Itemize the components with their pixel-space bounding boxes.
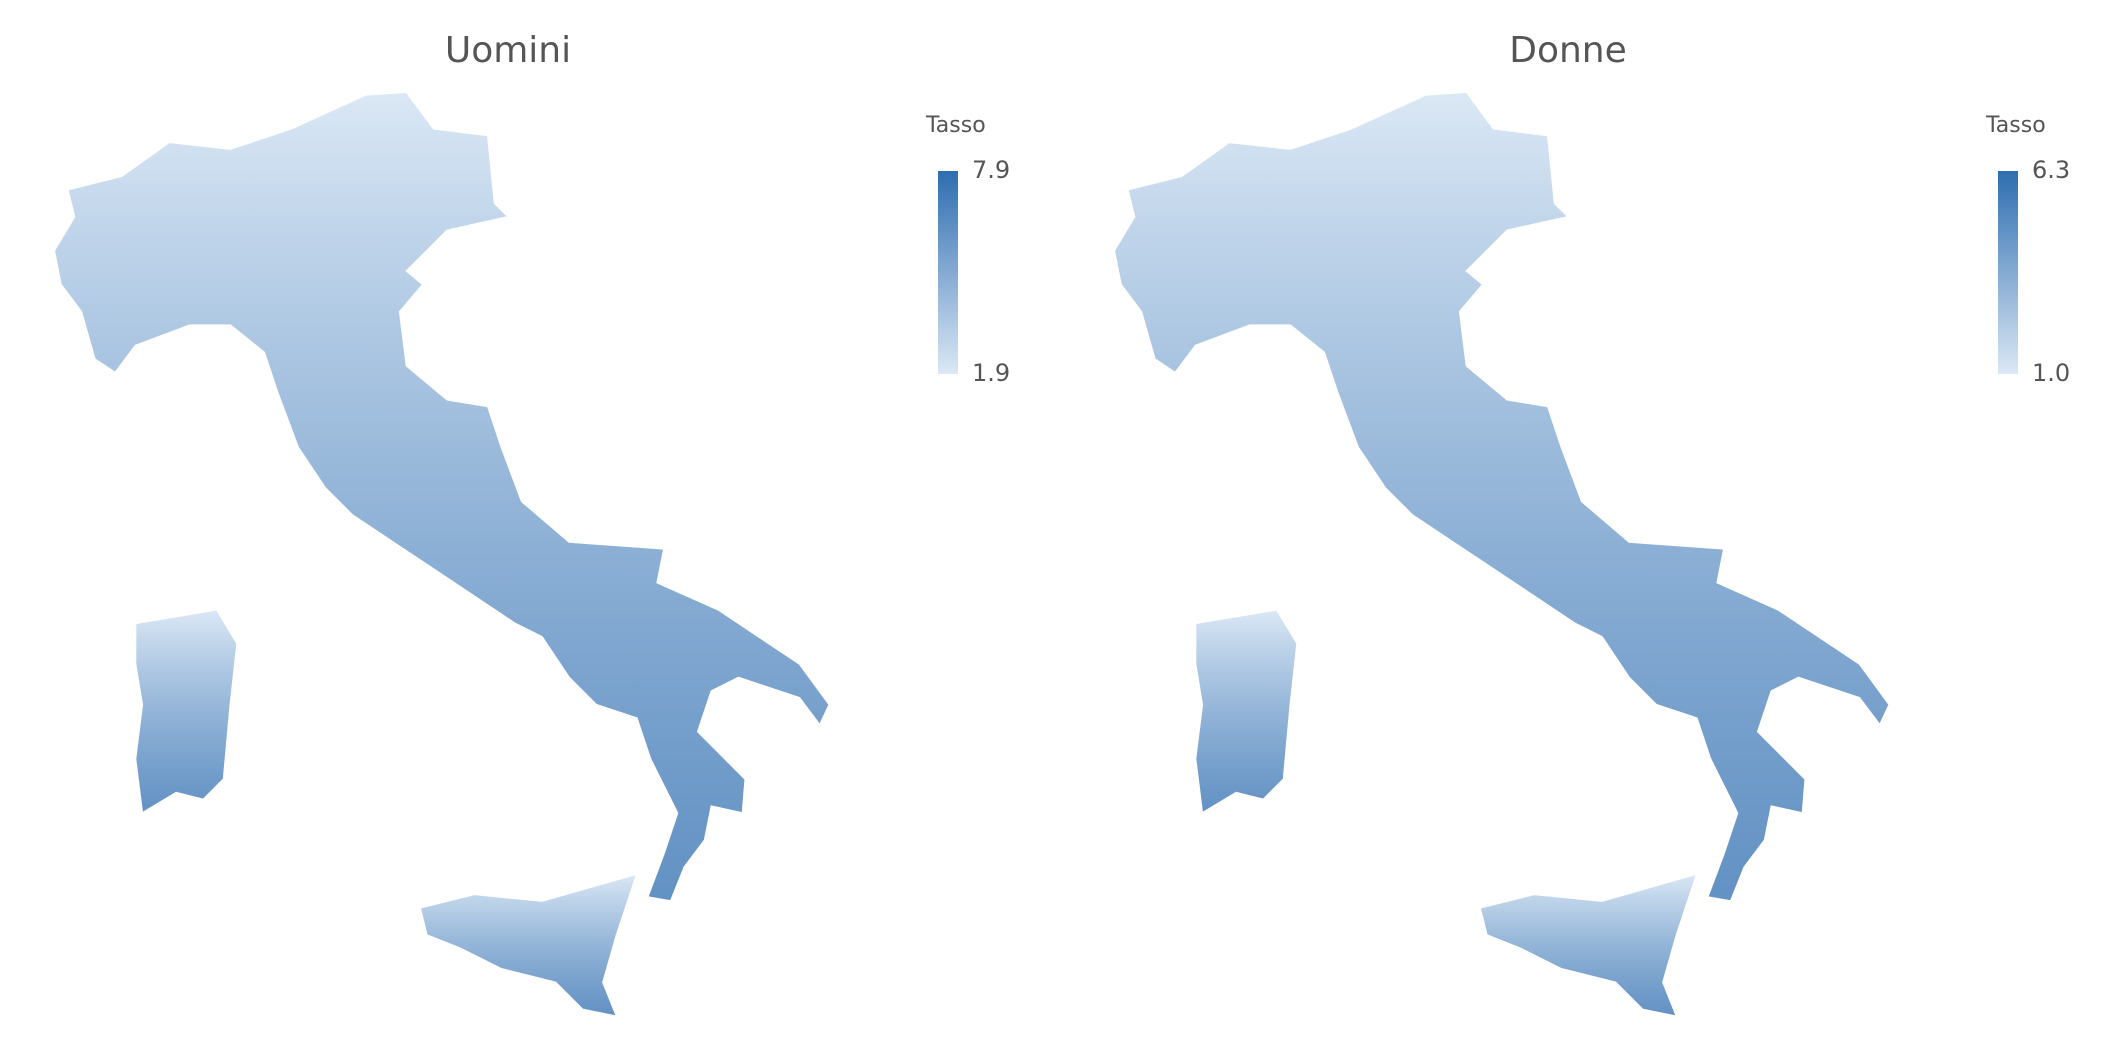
map [1113, 91, 1891, 1018]
map-title: Uomini [445, 30, 571, 71]
colorbar-tick-label: 7.9 [972, 156, 1010, 184]
colorbar-tick-label: 1.0 [2032, 359, 2070, 387]
colorbar [938, 171, 958, 374]
italy-shape [1113, 91, 1891, 1018]
colorbar [1998, 171, 2018, 374]
legend-title: Tasso [1985, 113, 2046, 138]
italy-shape [53, 91, 831, 1018]
map [53, 91, 831, 1018]
colorbar-tick-label: 6.3 [2032, 156, 2070, 184]
map-title: Donne [1509, 30, 1627, 71]
colorbar-tick-label: 1.9 [972, 359, 1010, 387]
legend-title: Tasso [925, 113, 986, 138]
